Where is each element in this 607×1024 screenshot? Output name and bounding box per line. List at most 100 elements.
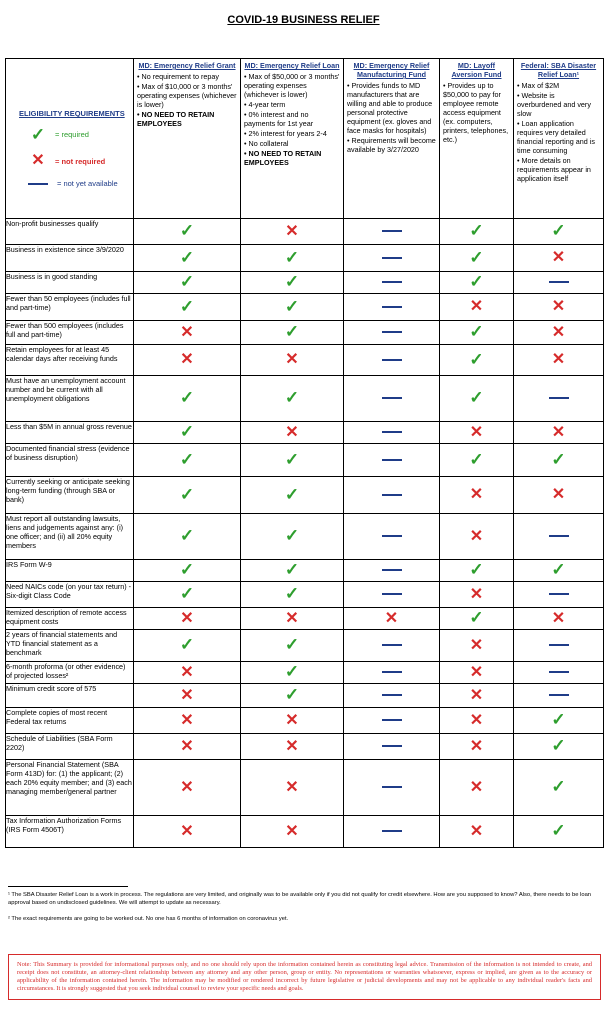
check-icon: ✓ xyxy=(551,710,566,729)
check-icon: ✓ xyxy=(284,526,300,545)
check-icon: ✓ xyxy=(179,560,195,579)
table-row: Tax Information Authorization Forms (IRS… xyxy=(5,815,604,848)
x-icon: ✕ xyxy=(285,351,299,368)
column-bullet: Website is overburdened and very slow xyxy=(517,91,600,118)
status-cell xyxy=(343,629,440,662)
status-cell: ✕ xyxy=(439,581,514,608)
column-title: MD: Emergency Relief Grant xyxy=(138,61,236,70)
column-bullet: NO NEED TO RETAIN EMPLOYEES xyxy=(244,149,340,167)
status-cell: ✓ xyxy=(513,443,604,477)
status-cell xyxy=(343,759,440,816)
check-icon: ✓ xyxy=(284,635,300,654)
x-icon: ✕ xyxy=(285,222,299,240)
column-bullet: Loan application requires very detailed … xyxy=(517,119,600,155)
x-icon: ✕ xyxy=(469,663,484,681)
requirement-label: Business is in good standing xyxy=(5,271,134,294)
status-cell: ✓ xyxy=(240,320,344,345)
status-cell: ✕ xyxy=(343,607,440,630)
check-icon: ✓ xyxy=(551,560,566,579)
page-title: COVID-19 BUSINESS RELIEF xyxy=(227,14,380,26)
column-title: MD: Emergency Relief Manufacturing Fund xyxy=(353,61,430,79)
column-bullet: Provides up to $50,000 to pay for employ… xyxy=(443,81,510,144)
legend-required-label: = required xyxy=(55,130,89,139)
status-cell: ✓ xyxy=(439,218,514,245)
x-icon: ✕ xyxy=(180,351,194,368)
status-cell xyxy=(343,244,440,272)
x-icon: ✕ xyxy=(469,778,484,796)
column-header: MD: Emergency Relief Manufacturing Fund P… xyxy=(343,58,440,219)
requirement-label: Must report all outstanding lawsuits, li… xyxy=(5,513,134,560)
legend-heading: ELIGIBILITY REQUIREMENTS xyxy=(19,109,125,118)
status-cell xyxy=(343,375,440,422)
legend-not-available: = not yet available xyxy=(27,179,130,188)
x-icon: ✕ xyxy=(551,609,566,627)
x-icon: ✕ xyxy=(469,737,484,755)
column-bullets: Max of $50,000 or 3 months' operating ex… xyxy=(244,72,340,167)
table-row: Need NAICs code (on your tax return) - S… xyxy=(5,581,604,608)
status-cell: ✓ xyxy=(133,421,241,444)
check-icon: ✓ xyxy=(469,449,484,469)
status-cell: ✓ xyxy=(240,244,344,272)
dash-icon xyxy=(381,694,402,697)
x-icon: ✕ xyxy=(551,423,566,441)
legend: ELIGIBILITY REQUIREMENTS ✓ = required ✕ … xyxy=(5,58,134,219)
status-cell: ✕ xyxy=(240,421,344,444)
requirement-label: Must have an unemployment account number… xyxy=(5,375,134,422)
status-cell: ✕ xyxy=(133,707,241,734)
status-cell: ✓ xyxy=(439,443,514,477)
status-cell: ✕ xyxy=(439,421,514,444)
check-icon: ✓ xyxy=(551,221,566,240)
status-cell xyxy=(343,476,440,514)
table-row: Fewer than 500 employees (includes full … xyxy=(5,320,604,345)
status-cell: ✓ xyxy=(240,581,344,608)
dash-icon xyxy=(548,397,569,400)
status-cell: ✓ xyxy=(240,559,344,582)
requirement-label: Need NAICs code (on your tax return) - S… xyxy=(5,581,134,608)
x-icon: ✕ xyxy=(469,527,484,545)
column-header: Federal: SBA Disaster Relief Loan¹ Max of… xyxy=(513,58,604,219)
table-row: 6-month proforma (or other evidence) of … xyxy=(5,661,604,684)
x-icon: ✕ xyxy=(551,486,566,503)
status-cell: ✓ xyxy=(240,375,344,422)
status-cell: ✓ xyxy=(133,218,241,245)
column-bullets: No requirement to repayMax of $10,000 or… xyxy=(137,72,237,128)
check-icon: ✓ xyxy=(469,272,484,291)
check-icon: ✓ xyxy=(284,685,300,704)
status-cell: ✓ xyxy=(439,559,514,582)
dash-icon xyxy=(381,431,402,434)
dash-icon xyxy=(381,397,402,400)
table-row: Non-profit businesses qualify ✓ ✕ ✓ ✓ xyxy=(5,218,604,245)
status-cell: ✕ xyxy=(240,815,344,848)
dash-icon xyxy=(381,644,402,647)
status-cell xyxy=(513,513,604,560)
column-title: Federal: SBA Disaster Relief Loan¹ xyxy=(520,61,597,79)
check-icon: ✓ xyxy=(179,449,195,469)
status-cell: ✓ xyxy=(439,375,514,422)
check-icon: ✓ xyxy=(179,388,195,407)
status-cell: ✓ xyxy=(133,513,241,560)
table-row: Less than $5M in annual gross revenue ✓ ✕ ✕… xyxy=(5,421,604,444)
status-cell: ✓ xyxy=(513,815,604,848)
status-cell: ✕ xyxy=(133,320,241,345)
status-cell: ✓ xyxy=(133,559,241,582)
legend-not-available-label: = not yet available xyxy=(57,179,118,188)
dash-icon xyxy=(381,745,402,748)
check-icon: ✓ xyxy=(469,221,484,240)
check-icon: ✓ xyxy=(179,484,195,504)
table-row: Currently seeking or anticipate seeking … xyxy=(5,476,604,514)
check-icon: ✓ xyxy=(179,221,195,240)
table-row: Personal Financial Statement (SBA Form 4… xyxy=(5,759,604,816)
status-cell: ✓ xyxy=(240,293,344,321)
table-row: Fewer than 50 employees (includes full a… xyxy=(5,293,604,321)
dash-icon xyxy=(381,305,402,308)
status-cell xyxy=(343,421,440,444)
check-icon: ✓ xyxy=(179,526,195,545)
check-icon: ✓ xyxy=(179,584,195,603)
requirement-label: IRS Form W-9 xyxy=(5,559,134,582)
column-bullets: Provides funds to MD manufacturers that … xyxy=(347,81,436,154)
status-cell: ✕ xyxy=(240,707,344,734)
x-icon: ✕ xyxy=(469,486,484,503)
status-cell: ✓ xyxy=(133,375,241,422)
table-row: Minimum credit score of 575 ✕ ✓ ✕ xyxy=(5,683,604,708)
check-icon: ✓ xyxy=(179,635,195,654)
